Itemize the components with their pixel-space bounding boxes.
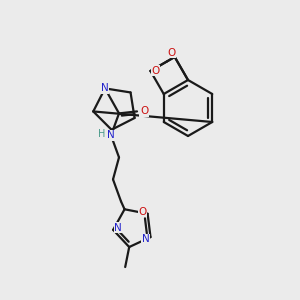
Text: N: N: [114, 223, 122, 233]
Text: O: O: [140, 106, 148, 116]
Text: N: N: [142, 234, 149, 244]
Text: N: N: [107, 130, 115, 140]
Text: H: H: [98, 129, 106, 140]
Text: N: N: [101, 83, 109, 93]
Text: O: O: [139, 207, 147, 217]
Text: O: O: [168, 48, 176, 58]
Text: O: O: [151, 66, 160, 76]
